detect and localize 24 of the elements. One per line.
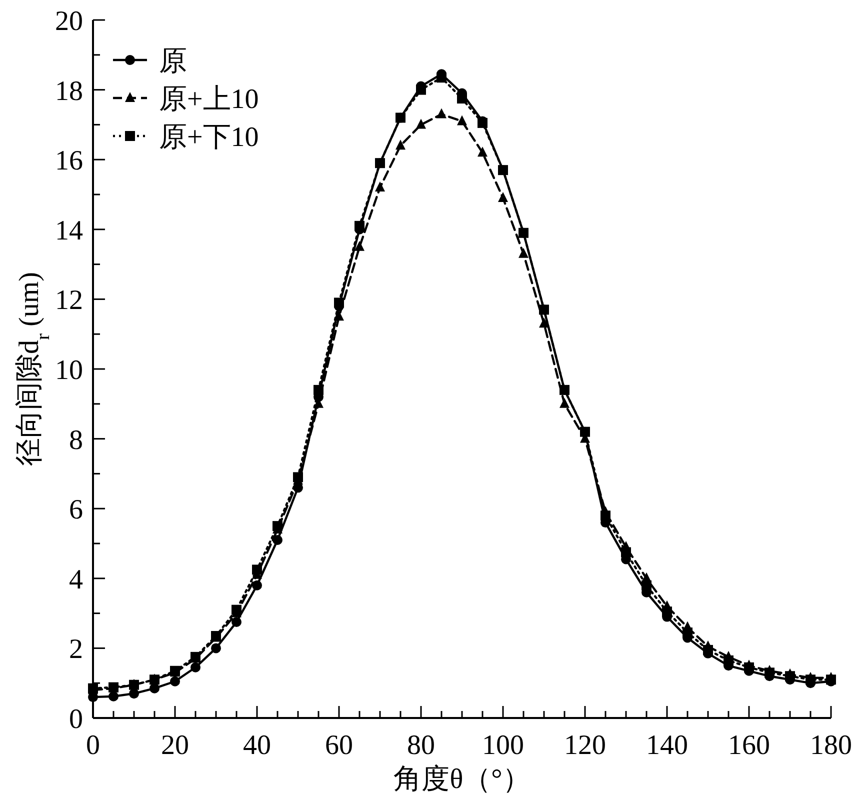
y-tick-label: 4 bbox=[69, 564, 83, 596]
x-tick-label: 180 bbox=[810, 730, 852, 761]
x-tick-label: 60 bbox=[325, 730, 353, 761]
legend-label: 原+上10 bbox=[159, 84, 259, 115]
y-tick-label: 14 bbox=[55, 215, 83, 246]
y-tick-label: 18 bbox=[55, 76, 83, 107]
y-tick-label: 20 bbox=[55, 6, 83, 37]
y-tick-label: 8 bbox=[69, 424, 83, 456]
x-tick-label: 40 bbox=[243, 730, 271, 761]
legend-label: 原+下10 bbox=[159, 122, 259, 153]
legend-label: 原 bbox=[159, 46, 187, 77]
x-axis-title: 角度θ（°） bbox=[394, 764, 530, 795]
y-tick-label: 10 bbox=[55, 355, 83, 386]
y-tick-label: 0 bbox=[69, 704, 83, 735]
x-tick-label: 140 bbox=[646, 730, 688, 761]
y-tick-label: 6 bbox=[69, 494, 83, 526]
x-tick-label: 120 bbox=[564, 730, 606, 761]
x-tick-label: 160 bbox=[728, 730, 770, 761]
y-tick-label: 16 bbox=[55, 146, 83, 177]
y-tick-label: 12 bbox=[55, 285, 83, 316]
x-tick-label: 20 bbox=[161, 730, 189, 761]
x-tick-label: 80 bbox=[407, 730, 435, 761]
y-tick-label: 2 bbox=[69, 634, 83, 666]
x-tick-label: 100 bbox=[482, 730, 524, 761]
